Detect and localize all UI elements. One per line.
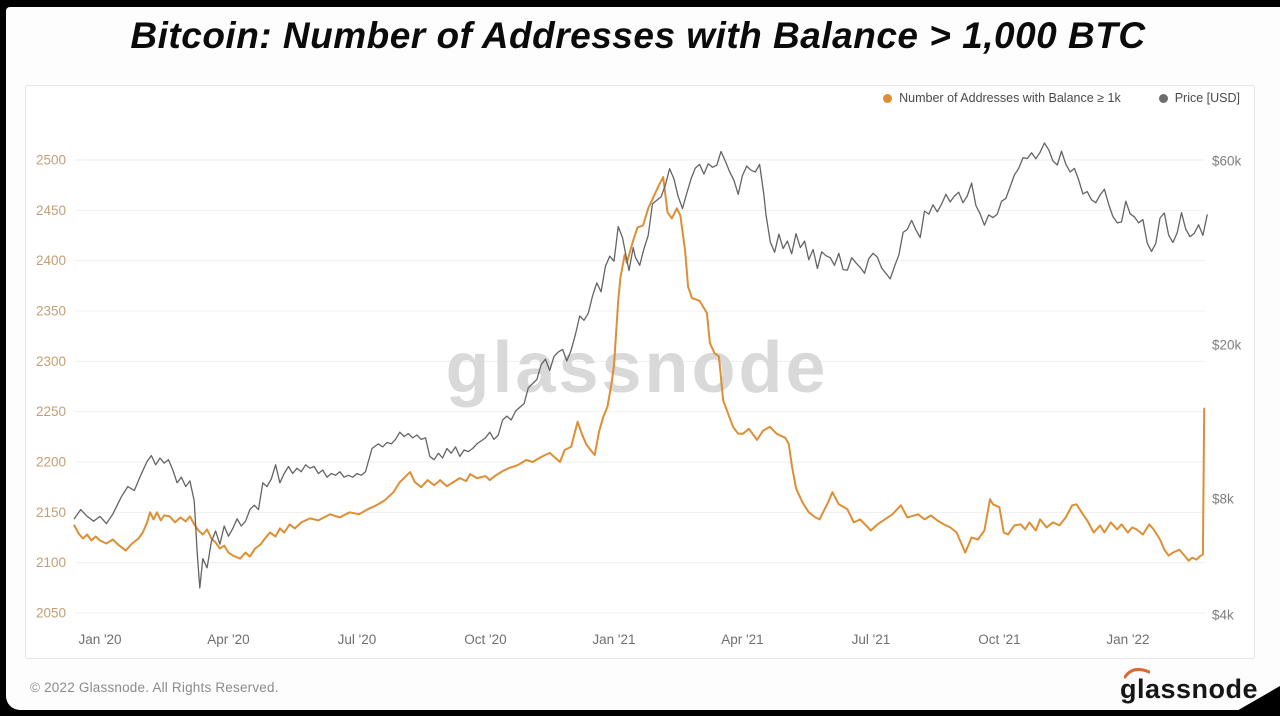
content-sheet: Bitcoin: Number of Addresses with Balanc… xyxy=(6,7,1280,710)
logo-swoosh-path xyxy=(1124,667,1150,679)
logo-swoosh-icon xyxy=(1124,667,1150,679)
glassnode-logo-text: glassnode xyxy=(1119,673,1258,704)
page-title: Bitcoin: Number of Addresses with Balanc… xyxy=(130,15,1146,56)
addresses-legend-dot-icon xyxy=(883,93,893,103)
chart-legend: Number of Addresses with Balance ≥ 1k Pr… xyxy=(883,91,1240,105)
copyright-text: © 2022 Glassnode. All Rights Reserved. xyxy=(30,680,279,695)
legend-item-label: Number of Addresses with Balance ≥ 1k xyxy=(899,91,1121,105)
legend-item-price[interactable]: Price [USD] xyxy=(1158,91,1240,105)
price-legend-dot-icon xyxy=(1158,93,1168,103)
glassnode-logo: glassnode xyxy=(1119,667,1258,707)
chart-card xyxy=(25,85,1255,659)
legend-item-addresses[interactable]: Number of Addresses with Balance ≥ 1k xyxy=(883,91,1121,105)
legend-item-label: Price [USD] xyxy=(1174,91,1240,105)
